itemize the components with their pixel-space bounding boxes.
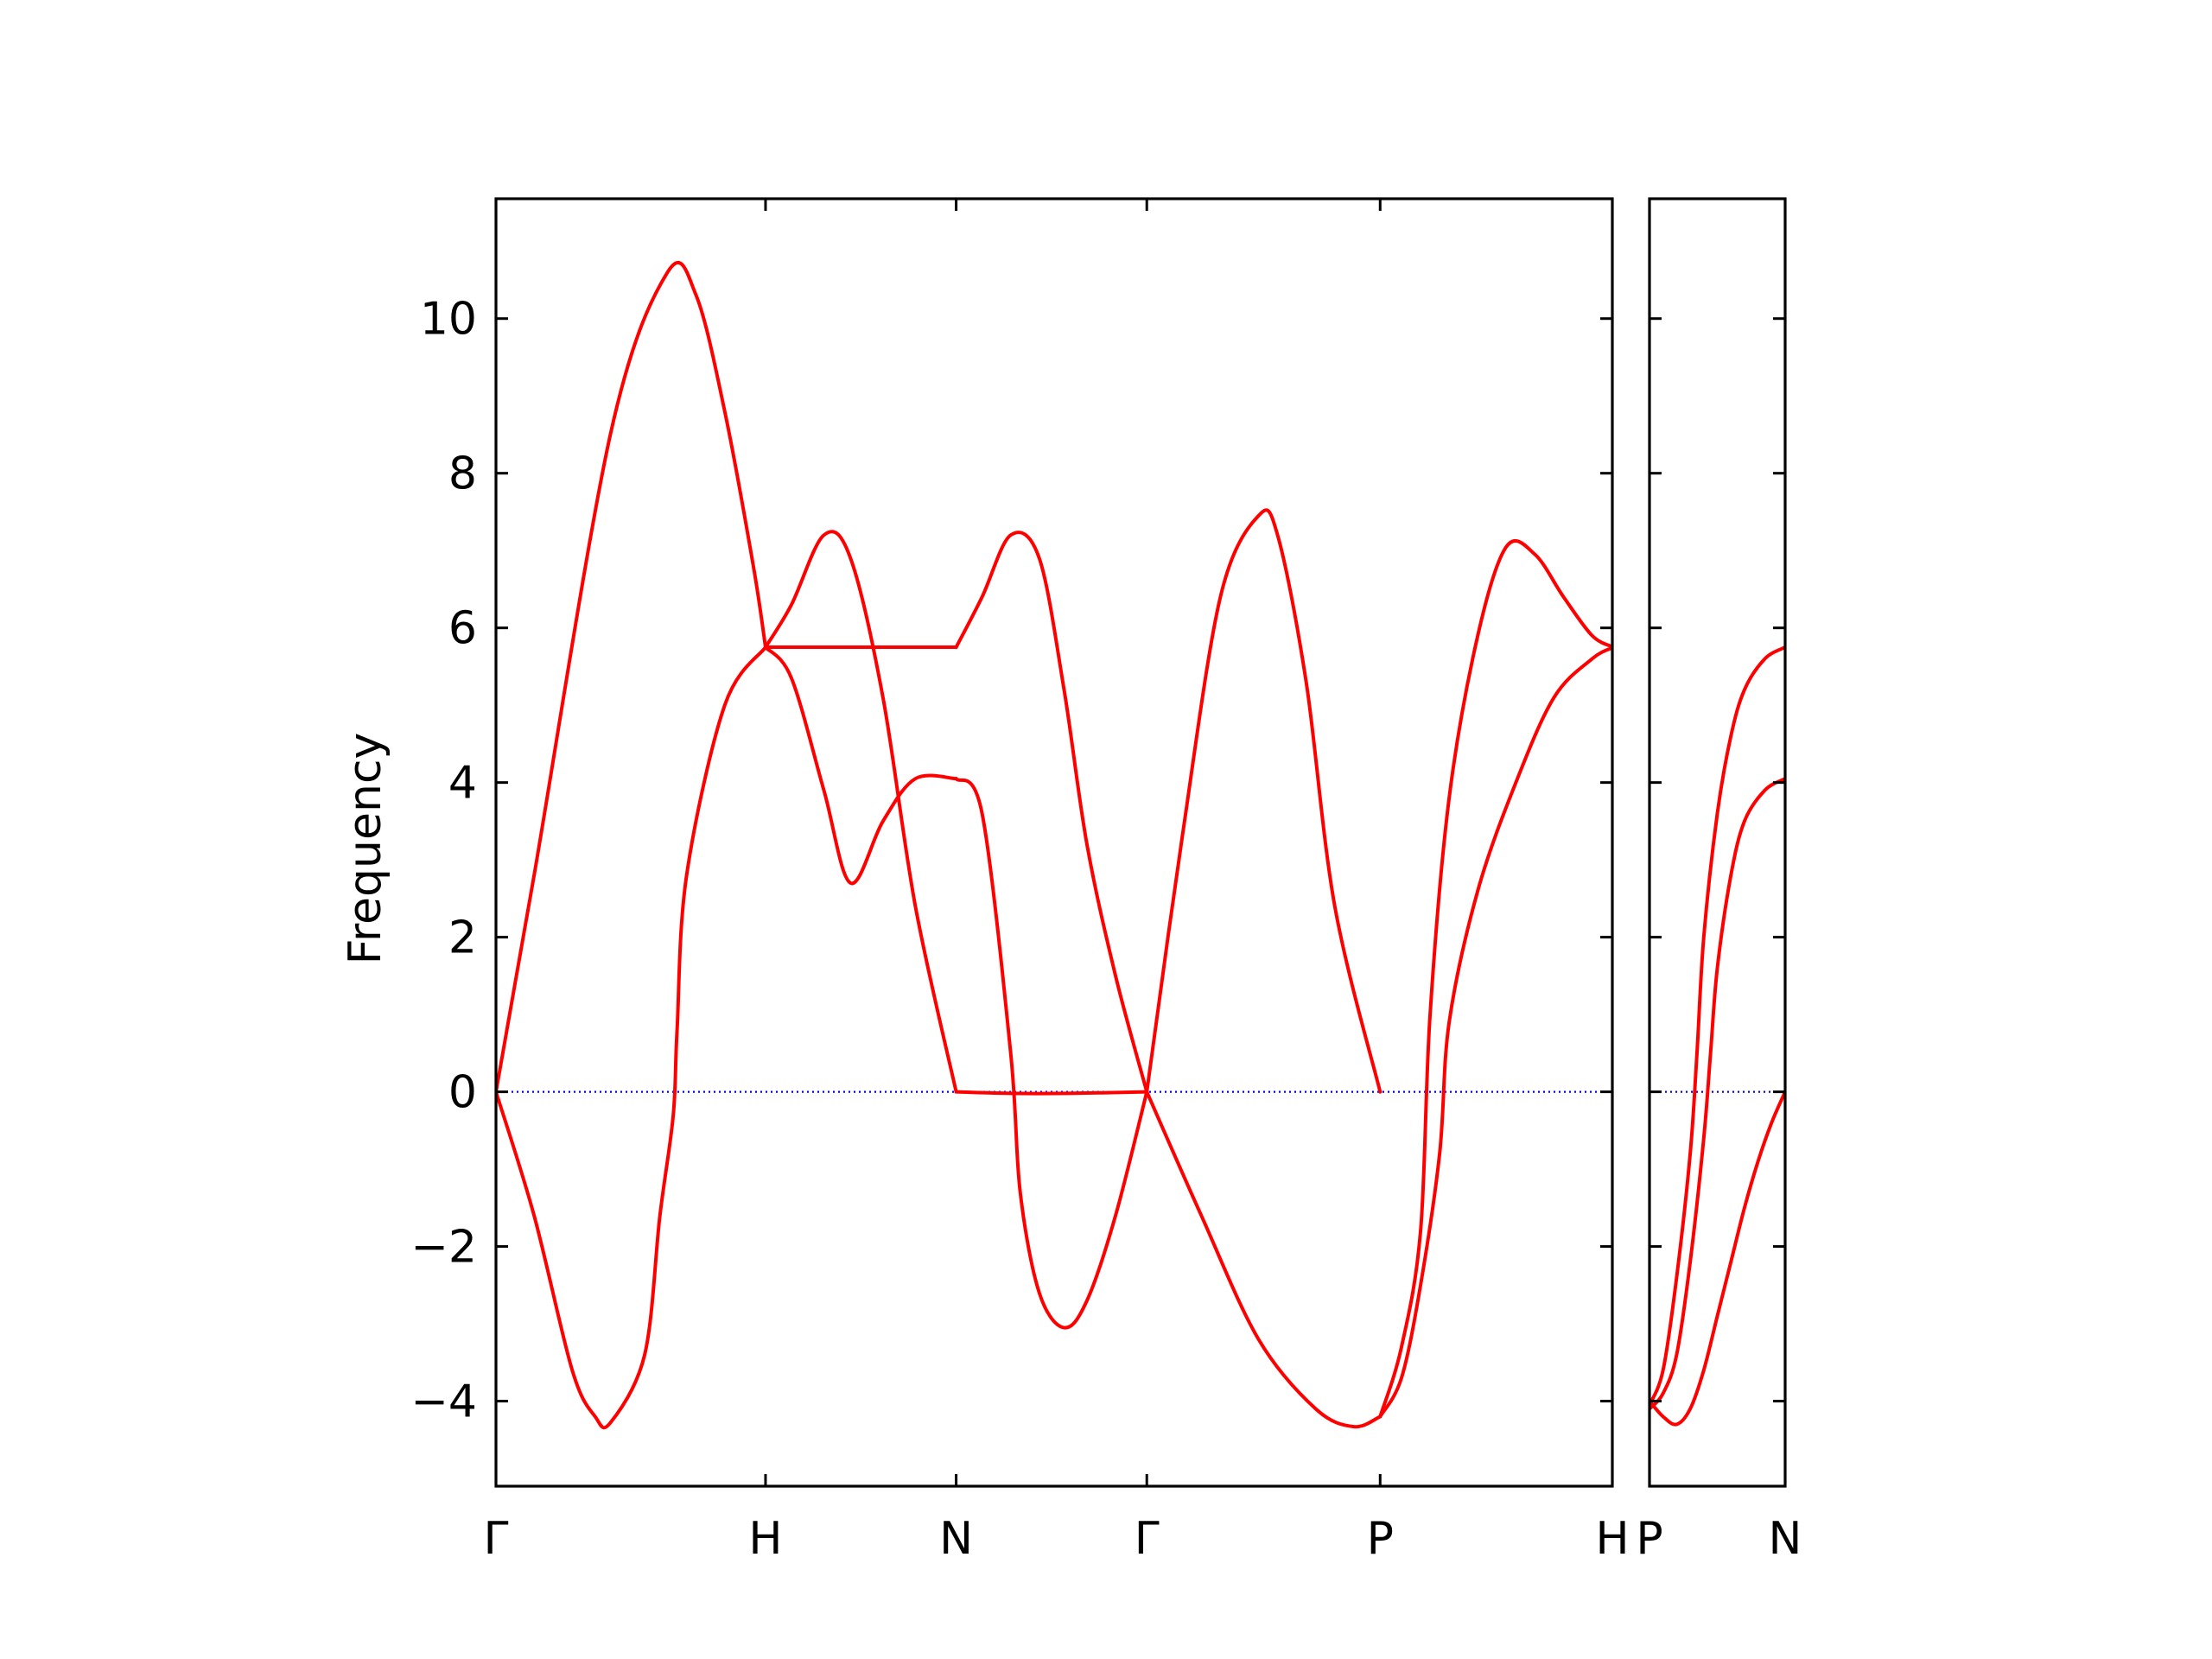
band-left-2: [496, 645, 767, 1430]
band-left-9: [1145, 508, 1382, 1094]
band-right-3: [1649, 777, 1785, 1411]
y-tick-label: 2: [448, 912, 477, 964]
x-tick-label: H: [748, 1513, 782, 1565]
band-left-1: [496, 260, 767, 1094]
band-left-12: [1378, 645, 1612, 1419]
band-right-1: [1649, 1090, 1785, 1427]
x-tick-label: P: [1636, 1513, 1662, 1565]
y-tick-label: 6: [448, 603, 477, 655]
band-left-3: [763, 530, 958, 1094]
x-tick-label: P: [1367, 1513, 1394, 1565]
x-tick-label: H: [1595, 1513, 1629, 1565]
y-tick-label: 10: [420, 294, 477, 346]
band-left-6: [954, 531, 1149, 1094]
plot-frame-left: [494, 197, 1614, 1488]
y-tick-label: 8: [448, 448, 477, 500]
band-left-11: [1378, 539, 1612, 1419]
x-tick-label: N: [1769, 1513, 1802, 1565]
y-tick-label: −4: [410, 1376, 477, 1428]
x-tick-label: Γ: [484, 1513, 509, 1565]
y-tick-label: 4: [448, 758, 477, 810]
band-right-2: [1649, 645, 1785, 1408]
band-left-4: [763, 645, 958, 885]
plot-frame-right: [1648, 197, 1787, 1488]
y-tick-label: −2: [410, 1222, 477, 1274]
x-tick-label: N: [939, 1513, 973, 1565]
band-left-7: [954, 777, 1149, 1330]
band-left-8: [954, 1090, 1149, 1096]
y-tick-label: 0: [448, 1067, 477, 1119]
y-axis-label: Frequency: [340, 733, 391, 965]
band-left-10: [1145, 1090, 1382, 1429]
x-tick-label: Γ: [1135, 1513, 1160, 1565]
